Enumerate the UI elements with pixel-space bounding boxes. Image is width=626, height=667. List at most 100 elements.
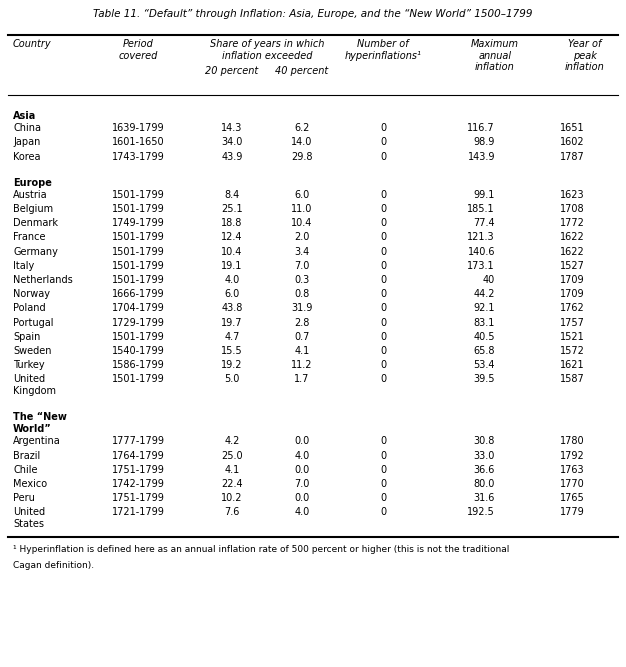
Text: 1587: 1587 [560, 374, 585, 384]
Text: 0: 0 [380, 436, 386, 446]
Text: 1763: 1763 [560, 465, 585, 475]
Text: Japan: Japan [13, 137, 40, 147]
Text: 0: 0 [380, 218, 386, 228]
Text: 20 percent: 20 percent [205, 66, 259, 76]
Text: 99.1: 99.1 [474, 190, 495, 200]
Text: 53.4: 53.4 [473, 360, 495, 370]
Text: 0: 0 [380, 190, 386, 200]
Text: 31.6: 31.6 [474, 494, 495, 504]
Text: 0.0: 0.0 [294, 465, 310, 475]
Text: Austria: Austria [13, 190, 48, 200]
Text: 43.8: 43.8 [222, 303, 243, 313]
Text: 1651: 1651 [560, 123, 585, 133]
Text: 19.7: 19.7 [221, 317, 243, 327]
Text: 1601-1650: 1601-1650 [111, 137, 164, 147]
Text: 0: 0 [380, 303, 386, 313]
Text: 1666-1799: 1666-1799 [111, 289, 164, 299]
Text: 1742-1799: 1742-1799 [111, 479, 165, 489]
Text: United
States: United States [13, 508, 45, 529]
Text: Korea: Korea [13, 151, 41, 161]
Text: Peru: Peru [13, 494, 35, 504]
Text: France: France [13, 233, 46, 243]
Text: 1501-1799: 1501-1799 [111, 275, 165, 285]
Text: China: China [13, 123, 41, 133]
Text: 1749-1799: 1749-1799 [111, 218, 165, 228]
Text: 4.0: 4.0 [294, 451, 310, 461]
Text: 0: 0 [380, 247, 386, 257]
Text: Poland: Poland [13, 303, 46, 313]
Text: 3.4: 3.4 [294, 247, 310, 257]
Text: 1.7: 1.7 [294, 374, 310, 384]
Text: 40: 40 [483, 275, 495, 285]
Text: 39.5: 39.5 [473, 374, 495, 384]
Text: 0: 0 [380, 204, 386, 214]
Text: 1621: 1621 [560, 360, 585, 370]
Text: Asia: Asia [13, 111, 36, 121]
Text: 98.9: 98.9 [474, 137, 495, 147]
Text: 7.6: 7.6 [224, 508, 240, 518]
Text: 1762: 1762 [560, 303, 585, 313]
Text: 0.7: 0.7 [294, 332, 310, 342]
Text: 0: 0 [380, 317, 386, 327]
Text: 25.0: 25.0 [221, 451, 243, 461]
Text: 121.3: 121.3 [468, 233, 495, 243]
Text: 1751-1799: 1751-1799 [111, 465, 165, 475]
Text: 19.2: 19.2 [221, 360, 243, 370]
Text: 92.1: 92.1 [473, 303, 495, 313]
Text: ¹ Hyperinflation is defined here as an annual inflation rate of 500 percent or h: ¹ Hyperinflation is defined here as an a… [13, 546, 510, 554]
Text: 5.0: 5.0 [224, 374, 240, 384]
Text: 18.8: 18.8 [222, 218, 243, 228]
Text: 0: 0 [380, 508, 386, 518]
Text: 4.2: 4.2 [224, 436, 240, 446]
Text: 40.5: 40.5 [473, 332, 495, 342]
Text: 1709: 1709 [560, 275, 585, 285]
Text: 1777-1799: 1777-1799 [111, 436, 165, 446]
Text: 1772: 1772 [560, 218, 585, 228]
Text: 0: 0 [380, 374, 386, 384]
Text: 1586-1799: 1586-1799 [111, 360, 165, 370]
Text: Denmark: Denmark [13, 218, 58, 228]
Text: 1572: 1572 [560, 346, 585, 356]
Text: 1721-1799: 1721-1799 [111, 508, 165, 518]
Text: 0: 0 [380, 123, 386, 133]
Text: 1751-1799: 1751-1799 [111, 494, 165, 504]
Text: Belgium: Belgium [13, 204, 53, 214]
Text: 11.2: 11.2 [291, 360, 313, 370]
Text: 14.3: 14.3 [222, 123, 243, 133]
Text: 1602: 1602 [560, 137, 585, 147]
Text: 0: 0 [380, 346, 386, 356]
Text: 0.3: 0.3 [294, 275, 310, 285]
Text: 6.0: 6.0 [294, 190, 310, 200]
Text: Country: Country [13, 39, 51, 49]
Text: 0: 0 [380, 360, 386, 370]
Text: Spain: Spain [13, 332, 40, 342]
Text: 12.4: 12.4 [221, 233, 243, 243]
Text: 185.1: 185.1 [468, 204, 495, 214]
Text: 1779: 1779 [560, 508, 585, 518]
Text: 0: 0 [380, 275, 386, 285]
Text: 0: 0 [380, 151, 386, 161]
Text: Europe: Europe [13, 178, 52, 188]
Text: Germany: Germany [13, 247, 58, 257]
Text: 77.4: 77.4 [473, 218, 495, 228]
Text: Portugal: Portugal [13, 317, 53, 327]
Text: 0: 0 [380, 233, 386, 243]
Text: Argentina: Argentina [13, 436, 61, 446]
Text: 15.5: 15.5 [221, 346, 243, 356]
Text: 2.8: 2.8 [294, 317, 310, 327]
Text: 83.1: 83.1 [474, 317, 495, 327]
Text: 11.0: 11.0 [291, 204, 313, 214]
Text: 0.0: 0.0 [294, 436, 310, 446]
Text: 0: 0 [380, 451, 386, 461]
Text: 29.8: 29.8 [291, 151, 313, 161]
Text: The “New
World”: The “New World” [13, 412, 67, 434]
Text: Share of years in which
inflation exceeded: Share of years in which inflation exceed… [210, 39, 324, 61]
Text: 0: 0 [380, 465, 386, 475]
Text: 0: 0 [380, 332, 386, 342]
Text: Table 11. “Default” through Inflation: Asia, Europe, and the “New World” 1500–17: Table 11. “Default” through Inflation: A… [93, 9, 533, 19]
Text: 4.1: 4.1 [224, 465, 240, 475]
Text: Turkey: Turkey [13, 360, 44, 370]
Text: 1764-1799: 1764-1799 [111, 451, 165, 461]
Text: 1757: 1757 [560, 317, 585, 327]
Text: 4.0: 4.0 [294, 508, 310, 518]
